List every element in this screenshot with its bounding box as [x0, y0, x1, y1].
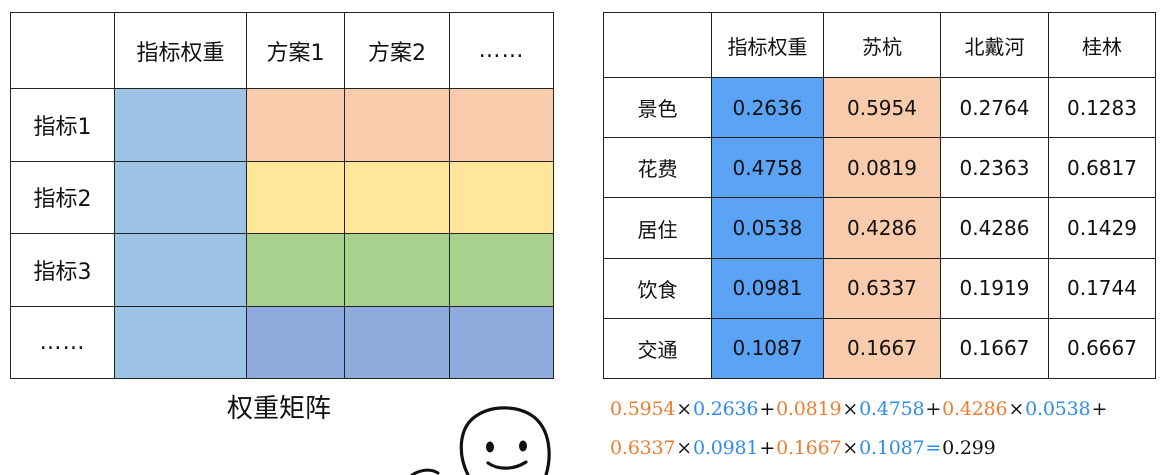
formula-term: 0.4758	[859, 398, 925, 420]
matrix-cell	[449, 305, 554, 380]
smiley-doodle-icon	[410, 406, 551, 475]
data-header-suhang: 苏杭	[823, 11, 941, 79]
data-header-weight: 指标权重	[711, 11, 824, 79]
formula-line-1: 0.5954×0.2636+0.0819×0.4758+0.4286×0.053…	[610, 398, 1108, 420]
matrix-cell	[449, 88, 554, 162]
matrix-cell	[344, 88, 450, 162]
formula-operator: +	[1091, 398, 1108, 420]
matrix-header-row: 指标权重 方案1 方案2 ……	[10, 11, 554, 90]
formula-term: 0.0819	[776, 398, 842, 420]
data-corner-cell	[603, 11, 712, 79]
formula-operator: ×	[842, 398, 859, 420]
data-table-header-row: 指标权重 苏杭 北戴河 桂林	[603, 11, 1156, 79]
formula-operator: +	[759, 437, 776, 459]
matrix-header-weight: 指标权重	[114, 11, 247, 90]
data-cell-guilin: 0.1283	[1048, 77, 1156, 139]
data-cell-beidaihe: 0.1667	[940, 317, 1049, 380]
data-cell-weight: 0.4758	[711, 137, 824, 199]
matrix-cell	[344, 160, 450, 235]
matrix-header-more: ……	[449, 11, 554, 90]
matrix-cell	[114, 160, 247, 235]
formula-term: 0.0981	[693, 437, 759, 459]
data-table-row: 景色 0.2636 0.5954 0.2764 0.1283	[603, 77, 1156, 139]
data-cell-suhang: 0.0819	[823, 137, 941, 199]
matrix-row: 指标1	[10, 88, 554, 162]
formula-term: 0.5954	[610, 398, 676, 420]
data-cell-guilin: 0.1744	[1048, 257, 1156, 319]
matrix-cell	[449, 160, 554, 235]
data-cell-suhang: 0.6337	[823, 257, 941, 319]
matrix-row: ……	[10, 305, 554, 380]
matrix-header-plan2: 方案2	[344, 11, 450, 90]
data-row-label: 景色	[603, 77, 712, 139]
matrix-row-label: 指标3	[10, 233, 115, 307]
matrix-cell	[246, 160, 345, 235]
formula-term: 0.1667	[776, 437, 842, 459]
data-cell-suhang: 0.4286	[823, 197, 941, 259]
formula-operator: ×	[676, 437, 693, 459]
data-cell-weight: 0.2636	[711, 77, 824, 139]
matrix-row-label: 指标2	[10, 160, 115, 235]
data-cell-beidaihe: 0.2363	[940, 137, 1049, 199]
weight-matrix-schematic: 指标权重 方案1 方案2 …… 指标1 指标2 指标3 ……	[10, 11, 554, 380]
data-table: 指标权重 苏杭 北戴河 桂林 景色 0.2636 0.5954 0.2764 0…	[603, 11, 1156, 380]
data-cell-beidaihe: 0.4286	[940, 197, 1049, 259]
data-row-label: 花费	[603, 137, 712, 199]
formula-operator: =	[925, 437, 942, 459]
matrix-caption: 权重矩阵	[226, 394, 331, 424]
formula-operator: ×	[676, 398, 693, 420]
data-cell-weight: 0.0981	[711, 257, 824, 319]
matrix-cell	[114, 88, 247, 162]
matrix-row: 指标3	[10, 233, 554, 307]
matrix-cell	[449, 233, 554, 307]
data-table-row: 饮食 0.0981 0.6337 0.1919 0.1744	[603, 257, 1156, 319]
data-cell-guilin: 0.6817	[1048, 137, 1156, 199]
matrix-cell	[246, 305, 345, 380]
matrix-cell	[344, 305, 450, 380]
data-row-label: 交通	[603, 317, 712, 380]
formula-term: 0.2636	[693, 398, 759, 420]
formula-term: 0.0538	[1025, 398, 1091, 420]
formula-operator: ×	[842, 437, 859, 459]
formula-term: 0.4286	[942, 398, 1008, 420]
data-cell-beidaihe: 0.2764	[940, 77, 1049, 139]
formula-term: 0.299	[942, 437, 996, 459]
data-cell-guilin: 0.1429	[1048, 197, 1156, 259]
matrix-cell	[246, 88, 345, 162]
formula-term: 0.1087	[859, 437, 925, 459]
data-cell-weight: 0.1087	[711, 317, 824, 380]
data-cell-weight: 0.0538	[711, 197, 824, 259]
matrix-cell	[114, 233, 247, 307]
data-table-row: 花费 0.4758 0.0819 0.2363 0.6817	[603, 137, 1156, 199]
matrix-cell	[344, 233, 450, 307]
matrix-header-plan1: 方案1	[246, 11, 345, 90]
matrix-corner-cell	[10, 11, 115, 90]
formula-line-2: 0.6337×0.0981+0.1667×0.1087=0.299	[610, 437, 996, 459]
matrix-row-label: 指标1	[10, 88, 115, 162]
matrix-row: 指标2	[10, 160, 554, 235]
data-table-row: 居住 0.0538 0.4286 0.4286 0.1429	[603, 197, 1156, 259]
data-table-row: 交通 0.1087 0.1667 0.1667 0.6667	[603, 317, 1156, 380]
formula-operator: ×	[1008, 398, 1025, 420]
data-cell-suhang: 0.1667	[823, 317, 941, 380]
data-row-label: 饮食	[603, 257, 712, 319]
matrix-cell	[114, 305, 247, 380]
data-header-beidaihe: 北戴河	[940, 11, 1049, 79]
data-cell-suhang: 0.5954	[823, 77, 941, 139]
formula-operator: +	[759, 398, 776, 420]
matrix-cell	[246, 233, 345, 307]
data-header-guilin: 桂林	[1048, 11, 1156, 79]
matrix-row-label: ……	[10, 305, 115, 380]
formula-term: 0.6337	[610, 437, 676, 459]
data-row-label: 居住	[603, 197, 712, 259]
formula-operator: +	[925, 398, 942, 420]
data-cell-guilin: 0.6667	[1048, 317, 1156, 380]
data-cell-beidaihe: 0.1919	[940, 257, 1049, 319]
